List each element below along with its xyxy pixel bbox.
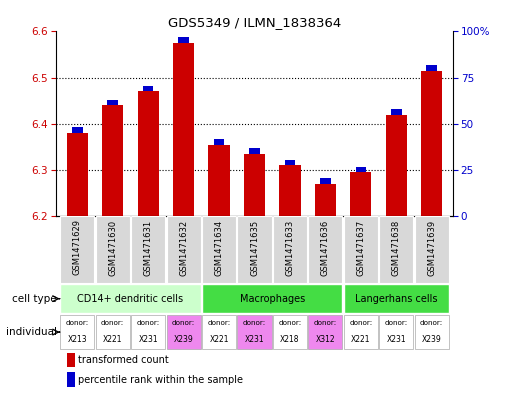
Text: donor:: donor:: [278, 320, 301, 326]
Text: X231: X231: [386, 335, 406, 344]
Bar: [202, 216, 236, 283]
Bar: [96, 216, 130, 283]
Bar: [208, 145, 230, 216]
Bar: [143, 86, 154, 92]
Text: transformed count: transformed count: [78, 355, 169, 365]
Bar: [427, 65, 437, 71]
Text: donor:: donor:: [314, 320, 337, 326]
Text: donor:: donor:: [172, 320, 195, 326]
Text: X231: X231: [245, 335, 264, 344]
Bar: [238, 216, 271, 283]
Text: X218: X218: [280, 335, 300, 344]
Text: X239: X239: [174, 335, 193, 344]
Text: percentile rank within the sample: percentile rank within the sample: [78, 375, 243, 385]
Title: GDS5349 / ILMN_1838364: GDS5349 / ILMN_1838364: [168, 16, 341, 29]
Bar: [131, 216, 165, 283]
Bar: [421, 71, 442, 216]
Bar: [308, 216, 343, 283]
Text: cell type: cell type: [12, 294, 56, 304]
Text: GSM1471639: GSM1471639: [427, 219, 436, 275]
Text: GSM1471637: GSM1471637: [356, 219, 365, 276]
Text: GSM1471632: GSM1471632: [179, 219, 188, 275]
Text: donor:: donor:: [136, 320, 160, 326]
Bar: [279, 165, 301, 216]
Bar: [178, 37, 189, 43]
Bar: [379, 216, 413, 283]
Bar: [320, 178, 331, 184]
Text: GSM1471634: GSM1471634: [215, 219, 223, 275]
Bar: [202, 284, 343, 314]
Text: GSM1471629: GSM1471629: [73, 219, 82, 275]
Text: GSM1471633: GSM1471633: [286, 219, 294, 276]
Text: GSM1471631: GSM1471631: [144, 219, 153, 275]
Text: X231: X231: [138, 335, 158, 344]
Text: donor:: donor:: [420, 320, 443, 326]
Bar: [244, 154, 265, 216]
Bar: [67, 372, 75, 387]
Text: donor:: donor:: [385, 320, 408, 326]
Bar: [386, 115, 407, 216]
Text: GSM1471636: GSM1471636: [321, 219, 330, 276]
Bar: [60, 284, 201, 314]
Bar: [315, 184, 336, 216]
Text: GSM1471635: GSM1471635: [250, 219, 259, 275]
Text: X213: X213: [68, 335, 87, 344]
Bar: [415, 316, 449, 349]
Bar: [273, 316, 307, 349]
Text: donor:: donor:: [66, 320, 89, 326]
Text: CD14+ dendritic cells: CD14+ dendritic cells: [77, 294, 183, 304]
Bar: [285, 160, 295, 165]
Bar: [107, 100, 118, 105]
Bar: [166, 216, 201, 283]
Text: individual: individual: [6, 327, 56, 337]
Bar: [102, 105, 123, 216]
Bar: [344, 284, 449, 314]
Bar: [202, 316, 236, 349]
Bar: [60, 216, 94, 283]
Text: donor:: donor:: [243, 320, 266, 326]
Text: X312: X312: [316, 335, 335, 344]
Text: X221: X221: [351, 335, 371, 344]
Bar: [273, 216, 307, 283]
Text: donor:: donor:: [208, 320, 231, 326]
Text: X221: X221: [209, 335, 229, 344]
Bar: [238, 316, 271, 349]
Bar: [67, 133, 88, 216]
Text: X239: X239: [422, 335, 442, 344]
Bar: [391, 109, 402, 114]
Bar: [355, 167, 366, 172]
Bar: [214, 139, 224, 145]
Bar: [96, 316, 130, 349]
Text: Langerhans cells: Langerhans cells: [355, 294, 438, 304]
Text: GSM1471630: GSM1471630: [108, 219, 117, 275]
Bar: [308, 316, 343, 349]
Bar: [166, 316, 201, 349]
Text: donor:: donor:: [349, 320, 373, 326]
Bar: [379, 316, 413, 349]
Bar: [344, 216, 378, 283]
Bar: [344, 316, 378, 349]
Text: Macrophages: Macrophages: [240, 294, 305, 304]
Bar: [67, 353, 75, 367]
Bar: [131, 316, 165, 349]
Bar: [415, 216, 449, 283]
Bar: [60, 316, 94, 349]
Text: donor:: donor:: [101, 320, 124, 326]
Text: GSM1471638: GSM1471638: [392, 219, 401, 276]
Bar: [249, 148, 260, 154]
Text: X221: X221: [103, 335, 123, 344]
Bar: [137, 92, 159, 216]
Bar: [72, 127, 82, 133]
Bar: [350, 172, 372, 216]
Bar: [173, 43, 194, 216]
